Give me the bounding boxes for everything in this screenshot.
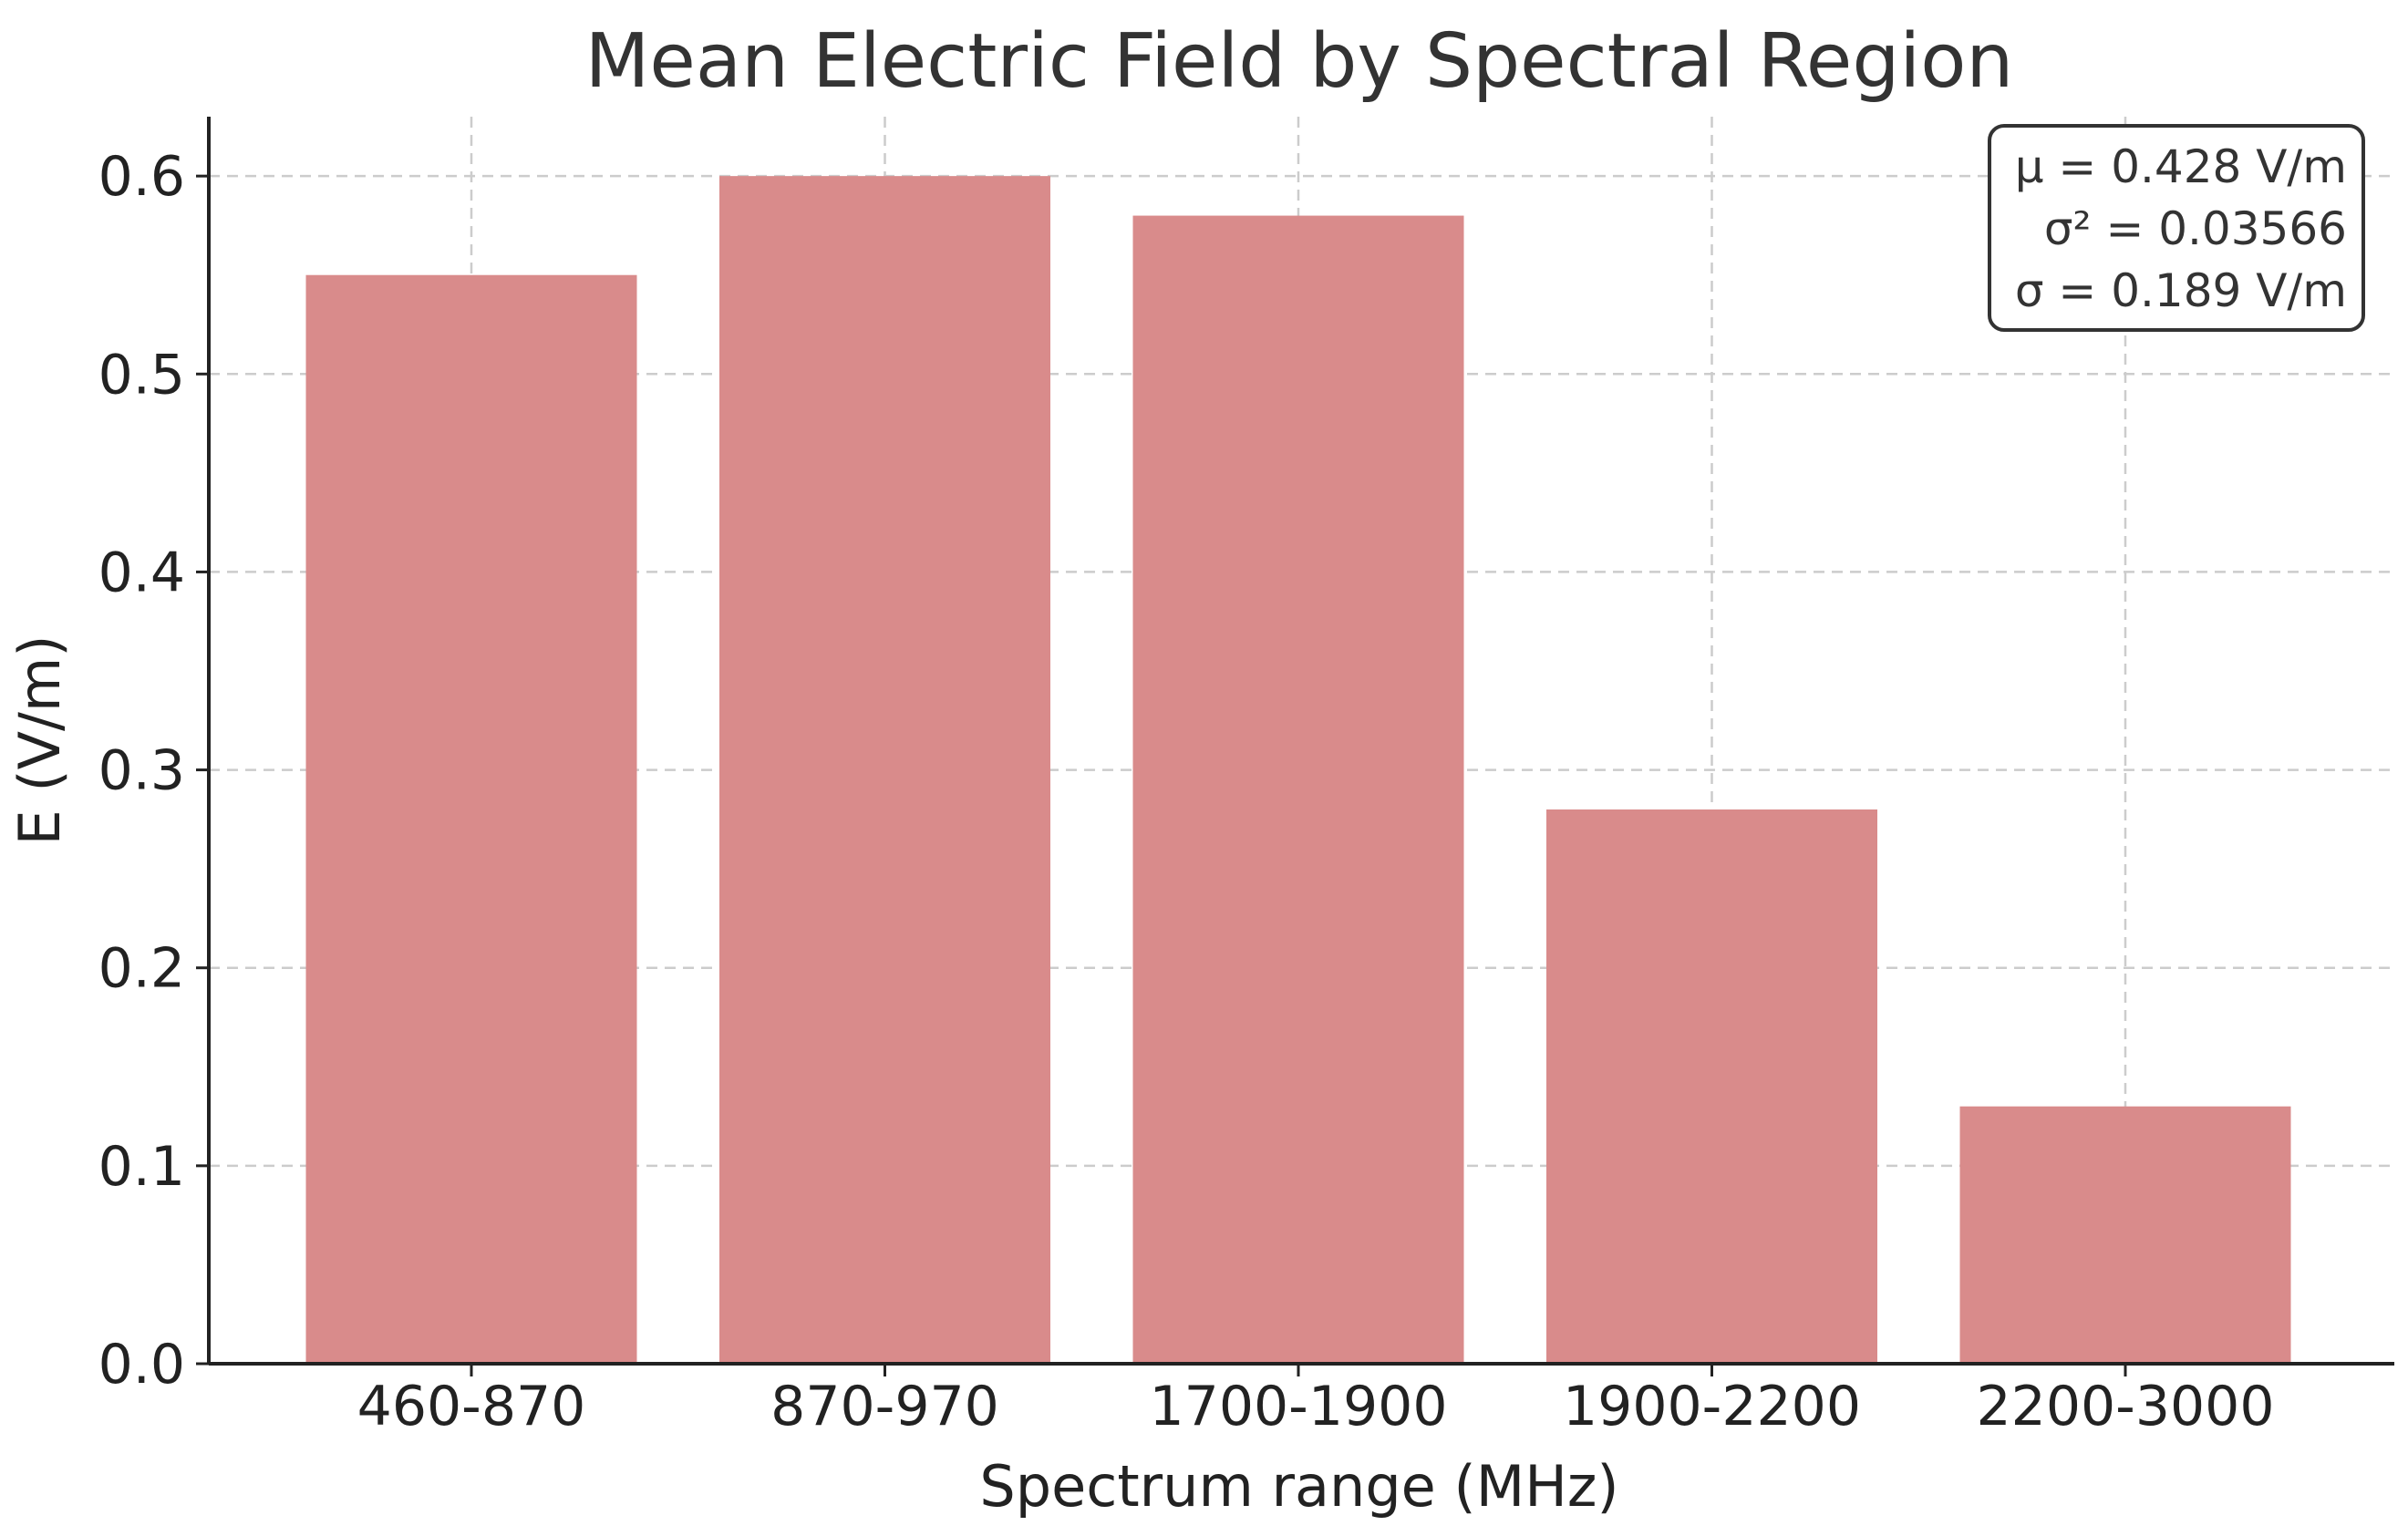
y-tick-label: 0.2 xyxy=(98,937,185,1001)
bar-layer xyxy=(305,176,2291,1365)
y-tick-label: 0.5 xyxy=(98,343,185,407)
y-tick-label: 0.0 xyxy=(98,1333,185,1397)
x-tick-label: 1700-1900 xyxy=(1149,1375,1447,1438)
y-tick-label: 0.1 xyxy=(98,1135,185,1199)
x-tick-label: 1900-2200 xyxy=(1563,1375,1861,1438)
y-axis-label: E (V/m) xyxy=(6,635,73,846)
bar-460-870 xyxy=(305,274,637,1364)
bar-870-970 xyxy=(719,176,1050,1365)
bar-1700-1900 xyxy=(1132,215,1464,1365)
stats-variance: σ² = 0.03566 xyxy=(2044,202,2347,255)
y-tick-label: 0.3 xyxy=(98,739,185,803)
x-axis-label: Spectrum range (MHz) xyxy=(979,1453,1618,1520)
tick-layer: 0.0 0.1 0.2 0.3 0.4 0.5 0.6 460-870 870-970 1700-… xyxy=(98,145,2275,1438)
chart-title: Mean Electric Field by Spectral Region xyxy=(585,18,2014,105)
y-tick-label: 0.4 xyxy=(98,541,185,604)
stats-mean: μ = 0.428 V/m xyxy=(2015,140,2347,193)
x-tick-label: 460-870 xyxy=(357,1375,586,1438)
stats-box-frame xyxy=(1988,124,2365,332)
x-tick-label: 870-970 xyxy=(770,1375,999,1438)
bar-1900-2200 xyxy=(1546,809,1877,1364)
x-tick-label: 2200-3000 xyxy=(1976,1375,2274,1438)
stats-stddev: σ = 0.189 V/m xyxy=(2015,264,2347,317)
bar-2200-3000 xyxy=(1959,1106,2291,1364)
y-tick-label: 0.6 xyxy=(98,145,185,209)
stats-box: μ = 0.428 V/m σ² = 0.03566 σ = 0.189 V/m xyxy=(1988,124,2365,332)
